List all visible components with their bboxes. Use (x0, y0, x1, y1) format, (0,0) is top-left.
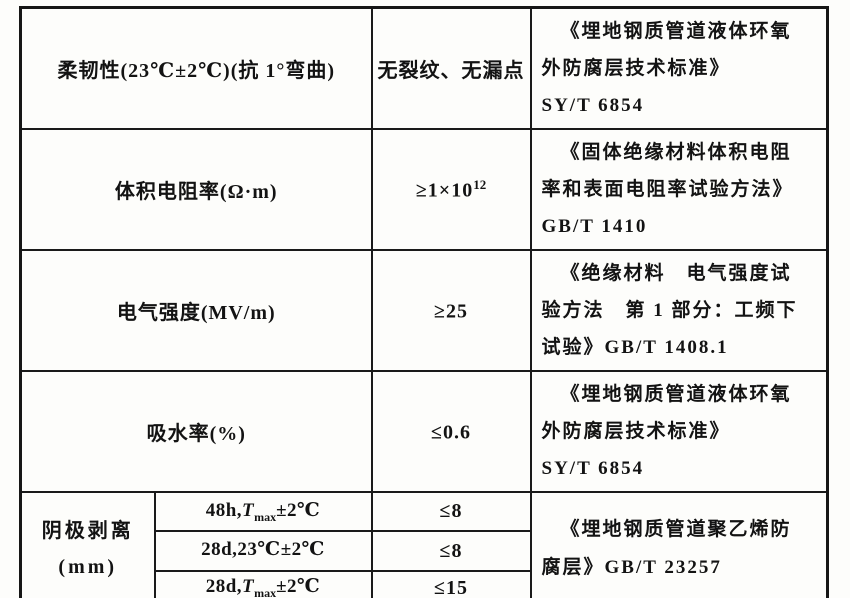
reference-cell: 《埋地钢质管道液体环氧 外防腐层技术标准》 SY/T 6854 (529, 370, 829, 493)
condition-cell: 28d,Tmax±2℃ (153, 570, 373, 598)
table-row-flexibility: 柔韧性(23℃±2℃)(抗 1°弯曲) 无裂纹、无漏点 《埋地钢质管道液体环氧 … (19, 6, 829, 130)
value-cell: ≤8 (370, 530, 532, 572)
temperature-symbol: T (242, 499, 255, 521)
value-cell: ≥25 (370, 249, 532, 372)
condition-cell: 48h,Tmax±2℃ (153, 491, 373, 532)
property-cell: 电气强度(MV/m) (19, 249, 373, 372)
value-text: 无裂纹、无漏点 (377, 60, 525, 82)
table-row-cathodic-disbondment-48h: 阴极剥离 (mm) 48h,Tmax±2℃ ≤8 《埋地钢质管道聚乙烯防 腐层》… (19, 491, 829, 598)
condition-text: ±2℃ (276, 499, 321, 521)
property-cell: 吸水率(%) (19, 370, 373, 493)
temperature-symbol: T (242, 576, 255, 598)
value-text: ≤0.6 (431, 421, 471, 444)
value-cell: 无裂纹、无漏点 (370, 6, 532, 130)
coating-performance-spec-table: 柔韧性(23℃±2℃)(抗 1°弯曲) 无裂纹、无漏点 《埋地钢质管道液体环氧 … (19, 6, 830, 598)
table-row-cathodic-disbondment-28d-23c: 28d,23℃±2℃ ≤8 (21, 530, 828, 572)
condition-text: ±2℃ (276, 576, 321, 598)
condition-cell: 28d,23℃±2℃ (153, 530, 373, 572)
value-text: ≤15 (434, 576, 468, 598)
reference-cell: 《固体绝缘材料体积电阻 率和表面电阻率试验方法》 GB/T 1410 (529, 128, 829, 251)
reference-cell: 《埋地钢质管道液体环氧 外防腐层技术标准》 SY/T 6854 (529, 6, 829, 130)
condition-text: 28d,23℃±2℃ (201, 539, 325, 561)
property-cell: 体积电阻率(Ω·m) (19, 128, 373, 251)
table-row-electric-strength: 电气强度(MV/m) ≥25 《绝缘材料 电气强度试 验方法 第 1 部分：工频… (19, 249, 829, 372)
value-cell: ≤8 (370, 491, 532, 532)
value-text: ≤8 (439, 500, 463, 522)
property-cell: 柔韧性(23℃±2℃)(抗 1°弯曲) (19, 6, 373, 130)
value-text: ≤8 (439, 539, 463, 562)
value-cell: ≥1×1012 (370, 128, 532, 251)
value-superscript: 12 (473, 176, 487, 192)
table-row-cathodic-disbondment-28d-tmax: 28d,Tmax±2℃ ≤15 (21, 570, 828, 598)
value-cell: ≤15 (370, 570, 532, 598)
table-row-volume-resistivity: 体积电阻率(Ω·m) ≥1×1012 《固体绝缘材料体积电阻 率和表面电阻率试验… (19, 128, 829, 251)
value-text: ≥1×10 (415, 179, 474, 202)
value-text: ≥25 (434, 300, 468, 323)
reference-cell: 《绝缘材料 电气强度试 验方法 第 1 部分：工频下 试验》GB/T 1408.… (529, 249, 829, 372)
condition-text: 28d, (205, 576, 243, 598)
condition-subscript: max (254, 586, 277, 598)
condition-text: 48h, (205, 499, 243, 521)
table-row-water-absorption: 吸水率(%) ≤0.6 《埋地钢质管道液体环氧 外防腐层技术标准》 SY/T 6… (19, 370, 829, 493)
property-cell-cathodic-disbondment: 阴极剥离 (mm) (19, 491, 156, 598)
condition-subscript: max (254, 509, 277, 524)
value-cell: ≤0.6 (370, 370, 532, 493)
reference-cell: 《埋地钢质管道聚乙烯防 腐层》GB/T 23257 (529, 491, 829, 598)
